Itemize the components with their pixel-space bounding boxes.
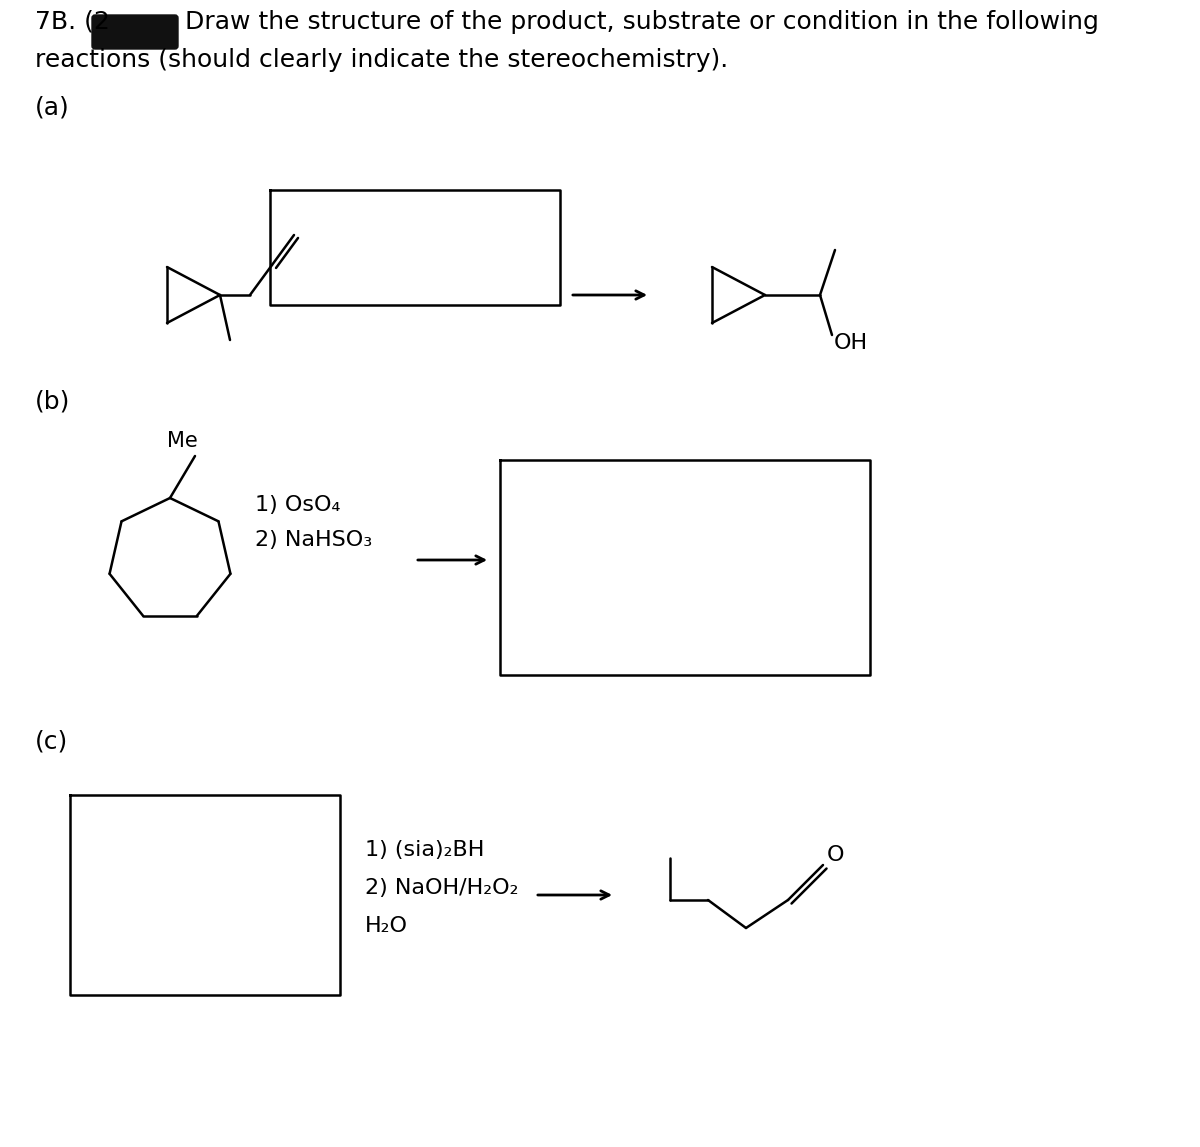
Text: O: O [827, 845, 845, 865]
Text: (b): (b) [35, 390, 71, 414]
Text: 2) NaHSO₃: 2) NaHSO₃ [256, 530, 372, 551]
Text: reactions (should clearly indicate the stereochemistry).: reactions (should clearly indicate the s… [35, 48, 728, 72]
Text: 1) (sia)₂BH: 1) (sia)₂BH [365, 840, 485, 860]
Text: 7B. (2: 7B. (2 [35, 10, 110, 34]
Text: Me: Me [167, 431, 198, 451]
Text: 1) OsO₄: 1) OsO₄ [256, 496, 341, 515]
Text: OH: OH [834, 333, 868, 353]
Text: (c): (c) [35, 729, 68, 754]
FancyBboxPatch shape [92, 15, 178, 49]
Text: Draw the structure of the product, substrate or condition in the following: Draw the structure of the product, subst… [185, 10, 1099, 34]
Text: 2) NaOH/H₂O₂: 2) NaOH/H₂O₂ [365, 877, 518, 898]
Text: H₂O: H₂O [365, 916, 408, 936]
Text: (a): (a) [35, 95, 70, 119]
